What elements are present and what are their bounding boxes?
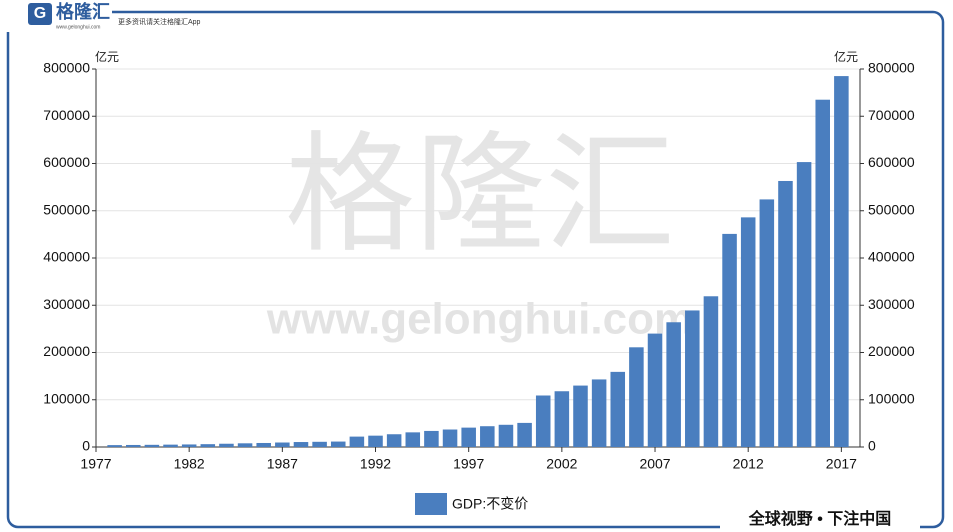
y2-tick-label: 600000 — [868, 154, 915, 170]
bar — [778, 180, 793, 448]
bar — [256, 442, 271, 447]
y2-tick-label: 800000 — [868, 60, 915, 76]
bar — [442, 429, 458, 447]
y-tick-label: 200000 — [43, 343, 90, 359]
bar — [275, 442, 290, 447]
bar — [554, 391, 570, 447]
bar — [368, 435, 383, 447]
legend-swatch — [415, 493, 447, 515]
bar — [517, 422, 532, 447]
bar — [330, 441, 346, 447]
y-tick-label: 700000 — [43, 107, 90, 123]
y-tick-label: 500000 — [43, 201, 90, 217]
bar — [498, 424, 514, 447]
watermark-text: 格隆汇 — [285, 121, 675, 267]
x-tick-label: 2002 — [546, 456, 577, 472]
bar — [424, 430, 439, 447]
x-tick-label: 1987 — [267, 456, 298, 472]
bar — [685, 310, 700, 447]
bar — [610, 371, 626, 447]
bar — [573, 385, 588, 447]
bar — [647, 333, 663, 447]
y-tick-label: 600000 — [43, 154, 90, 170]
bar — [834, 76, 849, 448]
bar — [312, 441, 327, 447]
bar — [703, 296, 719, 447]
y2-tick-label: 100000 — [868, 390, 915, 406]
bar — [200, 444, 216, 447]
y2-tick-label: 400000 — [868, 249, 915, 265]
bar — [535, 395, 551, 447]
bar — [461, 427, 476, 447]
bar — [219, 443, 234, 447]
x-tick-label: 2012 — [733, 456, 764, 472]
y-tick-label: 300000 — [43, 296, 90, 312]
bar — [666, 322, 681, 447]
x-tick-label: 1997 — [453, 456, 484, 472]
bar — [591, 379, 607, 447]
x-tick-label: 2007 — [639, 456, 670, 472]
x-tick-label: 1977 — [80, 456, 111, 472]
logo-text: 格隆汇 — [56, 1, 110, 22]
bar — [293, 442, 309, 447]
bar — [181, 444, 197, 447]
y2-tick-label: 200000 — [868, 343, 915, 359]
bar — [796, 162, 812, 447]
y2-axis-label: 亿元 — [834, 49, 858, 64]
logo-bg — [0, 0, 112, 32]
x-tick-label: 2017 — [826, 456, 857, 472]
watermark-url: www.gelonghui.com — [266, 295, 693, 344]
footer-bg — [720, 507, 920, 532]
y-tick-label: 800000 — [43, 60, 90, 76]
bar — [163, 444, 178, 447]
y2-tick-label: 300000 — [868, 296, 915, 312]
bar — [144, 444, 160, 447]
bar — [349, 436, 365, 447]
bar — [629, 347, 644, 447]
y2-tick-label: 0 — [868, 438, 876, 454]
y2-tick-label: 700000 — [868, 107, 915, 123]
y-tick-label: 400000 — [43, 249, 90, 265]
logo-icon — [28, 3, 52, 25]
logo-mark: G — [34, 5, 46, 22]
y2-tick-label: 500000 — [868, 201, 915, 217]
y-tick-label: 0 — [82, 438, 90, 454]
bar — [405, 432, 421, 447]
bar — [740, 217, 756, 447]
bar — [237, 443, 253, 447]
bar — [480, 426, 495, 447]
bar — [386, 434, 402, 447]
bar — [126, 444, 141, 447]
y-axis-label: 亿元 — [95, 49, 119, 64]
x-tick-label: 1982 — [174, 456, 205, 472]
bar — [759, 199, 775, 447]
bar — [107, 445, 122, 447]
footer: 全球视野 • 下注中国 — [748, 509, 892, 528]
logo-url: www.gelonghui.com — [56, 24, 100, 30]
x-tick-label: 1992 — [360, 456, 391, 472]
tagline: 更多资讯请关注格隆汇App — [118, 17, 201, 26]
bar — [815, 99, 830, 448]
legend-label: GDP:不变价 — [452, 496, 528, 512]
y-tick-label: 100000 — [43, 390, 90, 406]
bar — [722, 233, 737, 447]
